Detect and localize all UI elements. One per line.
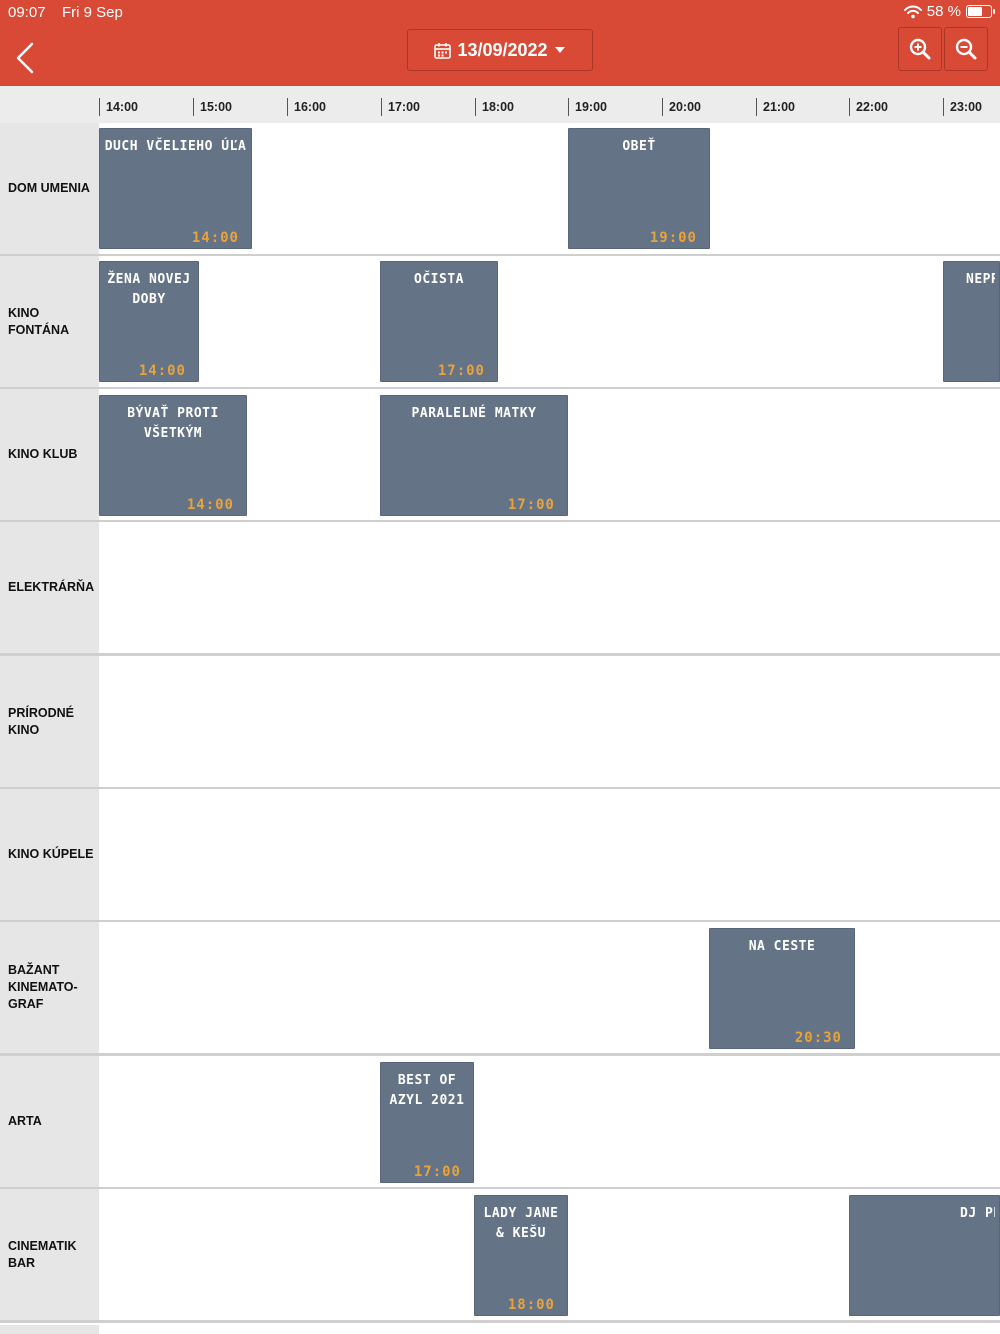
venue-track: DUCH VČELIEHO ÚĽA 14:00 OBEŤ 19:00: [99, 123, 1000, 254]
venue-column-strip: [0, 1325, 99, 1334]
event-card[interactable]: OČISTA 17:00: [380, 261, 498, 382]
venue-label: KINO KLUB: [0, 389, 99, 520]
event-card[interactable]: LADY JANE & KEŠU 18:00: [474, 1195, 568, 1316]
venue-row: KINO FONTÁNA ŽENA NOVEJ DOBY 14:00 OČIST…: [0, 256, 1000, 390]
venue-row: KINO KLUB BÝVAŤ PROTI VŠETKÝM 14:00 PARA…: [0, 389, 1000, 523]
venue-label: CINEMATIK BAR: [0, 1189, 99, 1320]
zoom-in-button[interactable]: [898, 27, 942, 71]
chevron-left-icon: [16, 42, 34, 74]
venue-track: LADY JANE & KEŠU 18:00 DJ PET: [99, 1189, 1000, 1320]
time-tick: 14:00: [99, 98, 138, 116]
event-title: ŽENA NOVEJ DOBY: [107, 272, 191, 307]
wifi-icon: [903, 5, 922, 18]
venue-row: KINO KÚPELE: [0, 789, 1000, 923]
venue-track: BEST OF AZYL 2021 17:00: [99, 1056, 1000, 1187]
venue-track: NA CESTE 20:30: [99, 922, 1000, 1053]
venue-track: BÝVAŤ PROTI VŠETKÝM 14:00 PARALELNÉ MATK…: [99, 389, 1000, 520]
event-time: 20:30: [794, 1030, 842, 1046]
venue-row: CINEMATIK BAR LADY JANE & KEŠU 18:00 DJ …: [0, 1189, 1000, 1323]
event-card[interactable]: OBEŤ 19:00: [568, 128, 710, 249]
event-title: DUCH VČELIEHO ÚĽA: [104, 139, 247, 154]
battery-icon: [966, 5, 995, 18]
event-card[interactable]: BÝVAŤ PROTI VŠETKÝM 14:00: [99, 395, 247, 516]
calendar-icon: [434, 42, 452, 59]
status-date: Fri 9 Sep: [62, 4, 123, 21]
event-card[interactable]: DUCH VČELIEHO ÚĽA 14:00: [99, 128, 252, 249]
status-indicators: 58 %: [903, 3, 995, 20]
back-button[interactable]: [10, 38, 44, 80]
venue-label: ELEKTRÁRŇA: [0, 522, 99, 653]
venue-track: [99, 656, 1000, 787]
event-title: LADY JANE & KEŠU: [483, 1206, 559, 1241]
time-tick: 15:00: [193, 98, 232, 116]
venue-row: DOM UMENIA DUCH VČELIEHO ÚĽA 14:00 OBEŤ …: [0, 123, 1000, 257]
venue-row: PRÍRODNÉ KINO: [0, 656, 1000, 790]
event-time: 19:00: [649, 230, 697, 246]
event-card[interactable]: DJ PET: [849, 1195, 1000, 1316]
selected-date: 13/09/2022: [457, 39, 548, 60]
event-card[interactable]: NEPRI: [943, 261, 1000, 382]
zoom-in-icon: [909, 38, 931, 60]
event-time: 17:00: [507, 497, 555, 513]
event-time: 17:00: [437, 363, 485, 379]
event-card[interactable]: NA CESTE 20:30: [709, 928, 855, 1049]
venue-row: ARTA BEST OF AZYL 2021 17:00: [0, 1056, 1000, 1190]
time-tick: 21:00: [756, 98, 795, 116]
event-title: OČISTA: [414, 272, 464, 287]
event-card[interactable]: ŽENA NOVEJ DOBY 14:00: [99, 261, 199, 382]
status-time: 09:07: [8, 4, 46, 21]
venue-track: [99, 789, 1000, 920]
time-tick: 18:00: [475, 98, 514, 116]
top-bar: 09:07 Fri 9 Sep 58 % 13/09/2022: [0, 0, 1000, 86]
event-time: 17:00: [413, 1164, 461, 1180]
event-title: DJ PET: [960, 1206, 995, 1221]
zoom-out-icon: [955, 38, 977, 60]
caret-down-icon: [554, 47, 565, 53]
event-time: 14:00: [186, 497, 234, 513]
time-tick: 17:00: [381, 98, 420, 116]
event-title: BÝVAŤ PROTI VŠETKÝM: [127, 406, 219, 441]
venue-label: KINO KÚPELE: [0, 789, 99, 920]
venue-label: DOM UMENIA: [0, 123, 99, 254]
event-title: NA CESTE: [748, 939, 816, 954]
venue-track: ŽENA NOVEJ DOBY 14:00 OČISTA 17:00 NEPRI: [99, 256, 1000, 387]
event-title: PARALELNÉ MATKY: [411, 406, 537, 421]
zoom-out-button[interactable]: [944, 27, 988, 71]
battery-percent: 58 %: [926, 3, 961, 20]
event-title: OBEŤ: [622, 139, 656, 154]
timeline-header: 14:00 15:00 16:00 17:00 18:00 19:00 20:0…: [0, 86, 1000, 123]
venue-row: ELEKTRÁRŇA: [0, 522, 1000, 656]
time-tick: 23:00: [943, 98, 982, 116]
event-time: 14:00: [191, 230, 239, 246]
time-tick: 20:00: [662, 98, 701, 116]
venue-label: KINO FONTÁNA: [0, 256, 99, 387]
event-time: 18:00: [507, 1297, 555, 1313]
venue-label: PRÍRODNÉ KINO: [0, 656, 99, 787]
time-tick: 16:00: [287, 98, 326, 116]
event-title: NEPRI: [966, 272, 995, 287]
venue-label: ARTA: [0, 1056, 99, 1187]
date-picker-button[interactable]: 13/09/2022: [407, 29, 593, 71]
venue-label: BAŽANT KINEMATO-GRAF: [0, 922, 99, 1053]
venue-track: [99, 522, 1000, 653]
event-time: 14:00: [138, 363, 186, 379]
venue-row: BAŽANT KINEMATO-GRAF NA CESTE 20:30: [0, 922, 1000, 1056]
time-tick: 19:00: [568, 98, 607, 116]
event-title: BEST OF AZYL 2021: [389, 1073, 465, 1108]
event-card[interactable]: BEST OF AZYL 2021 17:00: [380, 1062, 474, 1183]
event-card[interactable]: PARALELNÉ MATKY 17:00: [380, 395, 568, 516]
time-tick: 22:00: [849, 98, 888, 116]
